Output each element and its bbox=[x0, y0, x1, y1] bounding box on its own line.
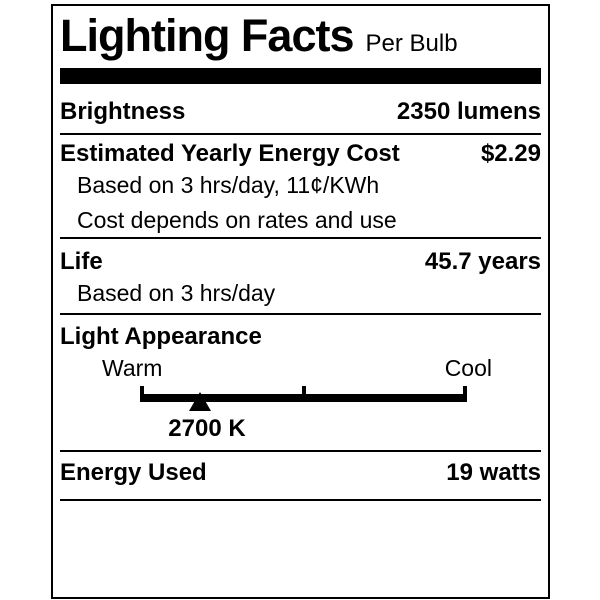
energy-cost-value: $2.29 bbox=[480, 140, 541, 167]
energy-cost-note-basis: Based on 3 hrs/day, 11¢/KWh bbox=[77, 172, 380, 198]
life-value: 45.7 years bbox=[424, 248, 541, 275]
color-temperature-row: 2700 K bbox=[60, 414, 541, 444]
label-header: Lighting Facts Per Bulb bbox=[60, 11, 541, 60]
brightness-row: Brightness 2350 lumens bbox=[60, 97, 541, 127]
energy-cost-label: Estimated Yearly Energy Cost bbox=[60, 140, 400, 167]
color-temperature-value: 2700 K bbox=[168, 415, 246, 442]
divider bbox=[60, 450, 541, 452]
divider bbox=[60, 133, 541, 135]
color-temp-scale-bar bbox=[140, 386, 467, 411]
color-temp-marker-icon bbox=[188, 392, 211, 411]
color-temp-scale-labels: Warm Cool bbox=[60, 354, 541, 382]
scale-tick-left bbox=[140, 386, 144, 402]
header-separator-bar bbox=[60, 68, 541, 84]
life-row: Life 45.7 years bbox=[60, 247, 541, 277]
scale-tick-center bbox=[301, 386, 306, 402]
scale-tick-right bbox=[463, 386, 467, 402]
light-appearance-heading: Light Appearance bbox=[60, 323, 262, 350]
brightness-value: 2350 lumens bbox=[396, 98, 541, 125]
divider bbox=[60, 313, 541, 315]
lighting-facts-label: Lighting Facts Per Bulb Brightness 2350 … bbox=[51, 4, 550, 599]
brightness-label: Brightness bbox=[60, 98, 186, 125]
divider bbox=[60, 237, 541, 239]
energy-used-value: 19 watts bbox=[446, 459, 541, 486]
energy-cost-row: Estimated Yearly Energy Cost $2.29 bbox=[60, 139, 541, 169]
divider bbox=[60, 499, 541, 501]
energy-cost-note-disclaimer: Cost depends on rates and use bbox=[77, 207, 397, 233]
cool-label: Cool bbox=[444, 355, 492, 381]
life-label: Life bbox=[60, 248, 103, 275]
energy-used-row: Energy Used 19 watts bbox=[60, 458, 541, 488]
per-unit-label: Per Bulb bbox=[365, 30, 458, 57]
warm-label: Warm bbox=[102, 355, 163, 381]
label-title: Lighting Facts bbox=[60, 10, 354, 61]
color-temp-scale bbox=[60, 386, 541, 412]
energy-used-label: Energy Used bbox=[60, 459, 207, 486]
life-note-basis: Based on 3 hrs/day bbox=[77, 280, 276, 306]
